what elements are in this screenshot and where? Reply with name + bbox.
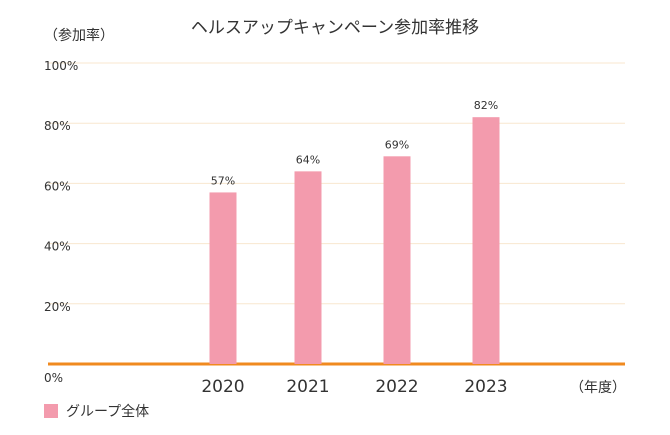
data-label-2020: 57%	[211, 174, 235, 187]
y-tick-label-20: 20%	[44, 300, 71, 314]
y-tick-label-100: 100%	[44, 59, 78, 73]
x-tick-label-2020: 2020	[201, 377, 244, 397]
legend-swatch-group-total	[44, 404, 58, 418]
bar-2022	[383, 156, 411, 364]
data-label-2021: 64%	[296, 153, 320, 166]
x-axis-label: （年度）	[570, 380, 626, 396]
y-axis-label: （参加率）	[44, 27, 114, 44]
data-label-2023: 82%	[474, 99, 498, 112]
bar-2021	[294, 171, 322, 364]
y-tick-label-80: 80%	[44, 119, 71, 133]
chart-title: ヘルスアップキャンペーン参加率推移	[191, 18, 479, 38]
bar-2020	[209, 192, 237, 364]
y-tick-label-0: 0%	[44, 371, 63, 385]
y-tick-label-60: 60%	[44, 179, 71, 193]
legend-label-group-total: グループ全体	[66, 403, 149, 420]
data-label-2022: 69%	[385, 138, 409, 151]
x-tick-label-2021: 2021	[286, 377, 329, 397]
y-tick-label-40: 40%	[44, 240, 71, 254]
bar-2023	[472, 117, 500, 365]
x-tick-label-2022: 2022	[375, 377, 418, 397]
x-tick-label-2023: 2023	[464, 377, 507, 397]
